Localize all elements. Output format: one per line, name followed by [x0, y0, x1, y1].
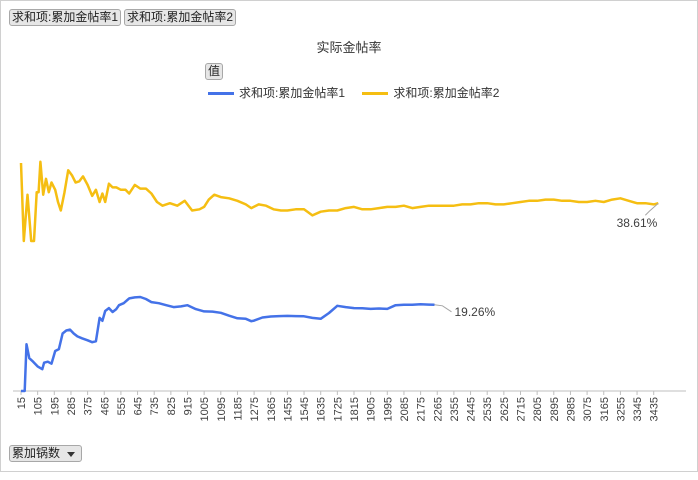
- x-tick-label: 1905: [366, 397, 378, 421]
- x-tick-label: 1995: [382, 397, 394, 421]
- x-tick-label: 555: [116, 397, 128, 415]
- data-label-series1: 19.26%: [454, 305, 495, 319]
- x-tick-label: 105: [33, 397, 45, 415]
- x-tick-label: 1455: [282, 397, 294, 421]
- x-tick-label: 1275: [249, 397, 261, 421]
- x-tick-label: 645: [133, 397, 145, 415]
- x-tick-label: 285: [66, 397, 78, 415]
- x-tick-label: 735: [149, 397, 161, 415]
- legend-swatch-series2: [362, 92, 389, 96]
- series-line-series1: [21, 295, 435, 393]
- x-tick-label: 1185: [232, 397, 244, 421]
- x-tick-label: 2175: [416, 397, 428, 421]
- x-tick-label: 1005: [199, 397, 211, 421]
- x-tick-label: 15: [16, 397, 28, 409]
- x-tick-label: 3165: [599, 397, 611, 421]
- legend: 求和项:累加金帖率1 求和项:累加金帖率2: [208, 84, 513, 101]
- x-tick-label: 1635: [316, 397, 328, 421]
- x-tick-label: 2445: [466, 397, 478, 421]
- legend-label-series2: 求和项:累加金帖率2: [393, 86, 500, 100]
- x-tick-label: 2805: [532, 397, 544, 421]
- x-tick-label: 3345: [632, 397, 644, 421]
- legend-label-series1: 求和项:累加金帖率1: [239, 86, 346, 100]
- x-tick-label: 3075: [582, 397, 594, 421]
- x-tick-label: 825: [166, 397, 178, 415]
- x-tick-label: 465: [99, 397, 111, 415]
- field-button-series2[interactable]: 求和项:累加金帖率2: [124, 9, 237, 26]
- x-tick-label: 1725: [332, 397, 344, 421]
- legend-swatch-series1: [208, 92, 234, 96]
- x-tick-label: 2085: [399, 397, 411, 421]
- field-button-series1[interactable]: 求和项:累加金帖率1: [9, 9, 122, 26]
- series-line-series2: [19, 160, 659, 243]
- x-tick-label: 2535: [482, 397, 494, 421]
- x-tick-label: 1815: [349, 397, 361, 421]
- x-tick-label: 1545: [299, 397, 311, 421]
- x-tick-label: 3435: [649, 397, 661, 421]
- field-button-values[interactable]: 值: [205, 63, 224, 80]
- x-tick-label: 2625: [499, 397, 511, 421]
- x-tick-label: 2985: [565, 397, 577, 421]
- axis-field-label: 累加锅数: [12, 446, 61, 460]
- x-tick-label: 2355: [449, 397, 461, 421]
- x-tick-label: 375: [83, 397, 95, 415]
- x-tick-label: 1365: [266, 397, 278, 421]
- data-label-leader-series2: [644, 202, 659, 216]
- axis-field-button[interactable]: 累加锅数: [9, 445, 83, 462]
- legend-item-series2: 求和项:累加金帖率2: [362, 84, 499, 101]
- x-tick-label: 915: [183, 397, 195, 415]
- x-tick-label: 3255: [615, 397, 627, 421]
- x-axis-ticks: 15 105 195 285 375 465 555 645 735 825 915 1005 1095…: [16, 391, 661, 421]
- legend-item-series1: 求和项:累加金帖率1: [208, 84, 345, 101]
- chevron-down-icon[interactable]: [64, 447, 78, 461]
- x-tick-label: 2715: [516, 397, 528, 421]
- chart-title: 实际金帖率: [316, 40, 382, 55]
- x-tick-label: 2265: [432, 397, 444, 421]
- data-label-series2: 38.61%: [617, 216, 658, 230]
- x-tick-label: 1095: [216, 397, 228, 421]
- data-label-leader-series1: [434, 304, 452, 313]
- x-tick-label: 2895: [549, 397, 561, 421]
- x-tick-label: 195: [49, 397, 61, 415]
